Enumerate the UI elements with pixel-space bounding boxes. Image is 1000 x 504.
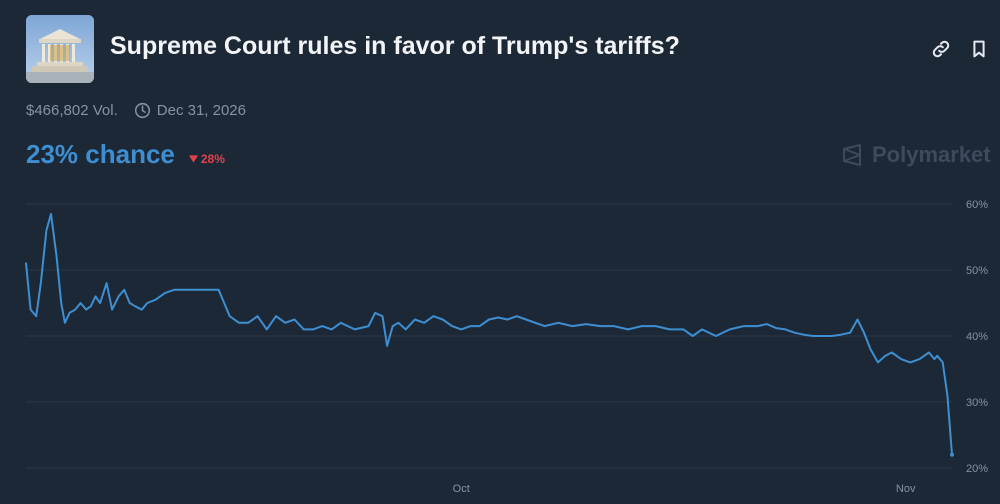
y-tick-label: 50%	[966, 265, 988, 277]
y-tick-label: 60%	[966, 199, 988, 211]
triangle-down-icon	[188, 155, 198, 163]
y-tick-label: 20%	[966, 463, 988, 475]
x-tick-label: Oct	[453, 483, 470, 495]
end-date-text: Dec 31, 2026	[156, 102, 246, 119]
y-tick-label: 40%	[966, 331, 988, 343]
polymarket-brand: Polymarket	[840, 142, 991, 168]
brand-text: Polymarket	[872, 142, 991, 167]
market-thumbnail	[26, 15, 94, 83]
chart-grid	[26, 203, 952, 469]
y-tick-label: 30%	[966, 397, 988, 409]
y-axis-ticks: 60% 50% 40% 30% 20%	[966, 199, 988, 475]
change-text: 28%	[200, 152, 225, 166]
probability-line	[25, 212, 953, 456]
bookmark-icon[interactable]	[968, 38, 990, 60]
polymarket-logo-icon	[843, 144, 861, 166]
link-icon[interactable]	[930, 38, 952, 60]
chance-value: 23% chance 28%	[26, 139, 225, 170]
chance-text: 23% chance	[26, 139, 175, 169]
market-meta: $466,802 Vol. Dec 31, 2026	[26, 102, 246, 119]
x-axis-ticks: Oct Nov	[453, 483, 916, 495]
market-title: Supreme Court rules in favor of Trump's …	[110, 32, 680, 60]
x-tick-label: Nov	[896, 483, 916, 495]
clock-icon	[134, 102, 150, 119]
change-badge: 28%	[188, 152, 225, 166]
last-point	[950, 452, 954, 457]
volume-text: $466,802 Vol.	[26, 102, 118, 119]
price-chart: 60% 50% 40% 30% 20% Oct Nov	[25, 199, 988, 495]
